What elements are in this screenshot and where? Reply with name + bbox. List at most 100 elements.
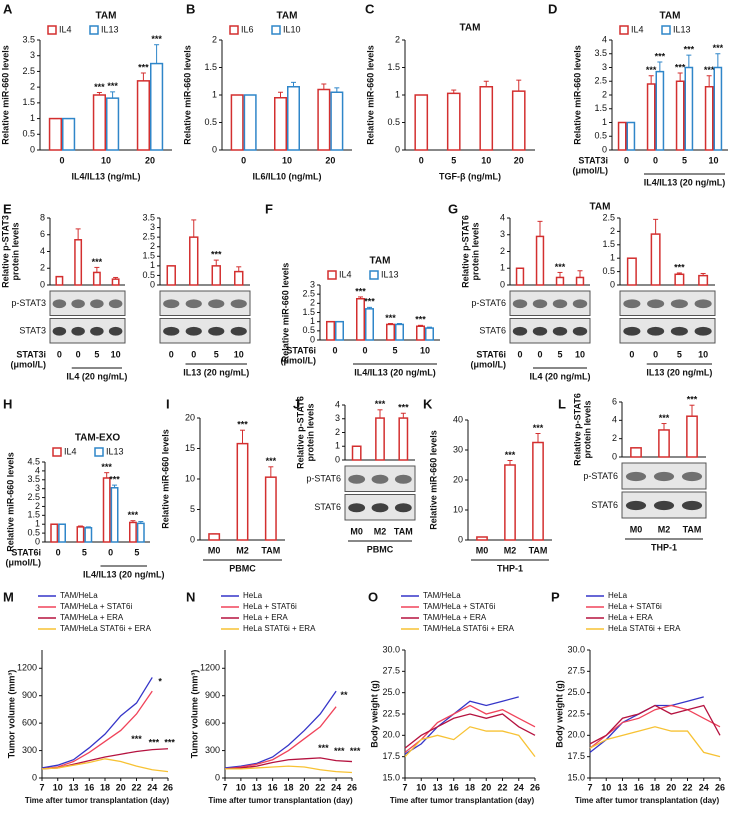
- blot-band: [71, 326, 85, 336]
- y-tick-label: 2: [610, 226, 615, 236]
- line-series: [589, 726, 721, 758]
- line-series: [404, 713, 536, 749]
- x-tick-label: 16: [634, 782, 644, 792]
- blot-band: [208, 299, 225, 309]
- y-tick-label: 300: [205, 745, 220, 755]
- blot-band: [371, 503, 389, 513]
- y-tick-label: 0: [602, 144, 607, 154]
- bar: [532, 441, 544, 541]
- y-axis-label: Relative miR-660 levels: [160, 429, 170, 529]
- bar: [626, 257, 637, 286]
- significance: ***: [355, 286, 366, 296]
- significance: ***: [674, 262, 685, 272]
- y-tick-label: 17.5: [382, 751, 400, 761]
- significance: ***: [646, 65, 657, 75]
- bar: [74, 239, 83, 286]
- bar: [243, 94, 257, 151]
- significance: ***: [684, 45, 695, 55]
- group-label: THP-1: [651, 542, 677, 552]
- x-tick-label: 0: [108, 547, 113, 557]
- row-label: (μmol/L): [281, 355, 317, 365]
- x-axis-label: Time after tumor transplantation (day): [390, 796, 535, 805]
- group-label: IL4/IL13 (20 ng/mL): [83, 569, 165, 579]
- line-series: [41, 690, 153, 770]
- y-tick-label: 30.0: [382, 644, 400, 654]
- blot-band: [623, 326, 641, 336]
- y-tick-label: 0: [190, 534, 195, 544]
- blot-band: [52, 326, 67, 336]
- x-tick-label: 20: [299, 782, 309, 792]
- x-tick-label: 20: [145, 155, 155, 165]
- x-tick-label: 5: [451, 155, 456, 165]
- bar: [395, 323, 404, 341]
- x-tick-label: 16: [268, 782, 278, 792]
- x-tick-label: 16: [449, 782, 459, 792]
- significance: ***: [128, 510, 139, 520]
- panel-letter: N: [186, 589, 195, 604]
- y-tick-label: 3.5: [594, 48, 607, 58]
- y-tick-label: 2.5: [302, 289, 315, 299]
- y-tick-label: 1.5: [142, 251, 155, 261]
- blot-band: [230, 326, 247, 336]
- blot-label: p-STAT6: [583, 471, 618, 481]
- y-tick-label: 0: [500, 279, 505, 289]
- blot-label: p-STAT6: [471, 298, 506, 308]
- x-tick-label: TAM: [529, 545, 548, 555]
- panel-letter: K: [423, 396, 433, 411]
- y-tick-label: 25.0: [567, 687, 585, 697]
- bar: [535, 235, 545, 286]
- significance: ***: [415, 315, 426, 325]
- x-tick-label: 10: [481, 155, 491, 165]
- bar: [274, 97, 287, 151]
- y-axis-label: Relative p-STAT6: [572, 393, 582, 466]
- blot-band: [681, 500, 703, 511]
- y-tick-label: 1.5: [22, 97, 35, 107]
- x-tick-label: 5: [682, 155, 687, 165]
- x-tick-label: 0: [332, 345, 337, 355]
- panel-title: TAM-EXO: [75, 433, 121, 444]
- y-tick-label: 3: [150, 222, 155, 232]
- blot-label: STAT6: [479, 326, 506, 336]
- y-tick-label: 1200: [17, 663, 37, 673]
- significance: ***: [533, 423, 544, 433]
- x-tick-label: 24: [699, 782, 709, 792]
- x-tick-label: 10: [708, 155, 718, 165]
- x-tick-label: 10: [111, 349, 121, 359]
- x-tick-label: 0: [629, 349, 634, 359]
- y-tick-label: 3: [602, 62, 607, 72]
- legend-label: TAM/HeLa + STAT6i: [423, 602, 495, 611]
- y-tick-label: 3: [30, 50, 35, 60]
- y-tick-label: 22.5: [382, 708, 400, 718]
- significance: ***: [659, 413, 670, 423]
- y-tick-label: 0: [612, 451, 617, 461]
- legend-label: HeLa + STAT6i: [608, 602, 662, 611]
- x-tick-label: 26: [347, 782, 357, 792]
- blot-band: [163, 326, 180, 336]
- y-tick-label: 22.5: [567, 708, 585, 718]
- significance: ***: [350, 746, 361, 756]
- x-tick-label: 0: [56, 547, 61, 557]
- row-label: (μmol/L): [6, 557, 42, 567]
- y-axis-label: protein levels: [470, 222, 480, 280]
- x-tick-label: 7: [587, 782, 592, 792]
- y-axis-label: Relative p-STAT6: [460, 215, 470, 288]
- y-tick-label: 1: [150, 260, 155, 270]
- x-tick-label: 18: [283, 782, 293, 792]
- blot-band: [647, 299, 665, 309]
- blot-band: [532, 299, 548, 309]
- y-tick-label: 0: [310, 334, 315, 344]
- blot-band: [185, 326, 202, 336]
- blot-band: [348, 503, 366, 513]
- x-tick-label: 5: [392, 345, 397, 355]
- bar: [674, 273, 685, 286]
- x-axis-label: Time after tumor transplantation (day): [25, 796, 170, 805]
- y-tick-label: 2.5: [602, 212, 615, 222]
- group-label: PBMC: [229, 563, 256, 573]
- significance: ***: [505, 450, 516, 460]
- panel-title: TAM: [370, 256, 391, 267]
- y-tick-label: 1.5: [594, 103, 607, 113]
- bar: [92, 94, 107, 151]
- y-tick-label: 2: [310, 298, 315, 308]
- blot-band: [394, 503, 412, 513]
